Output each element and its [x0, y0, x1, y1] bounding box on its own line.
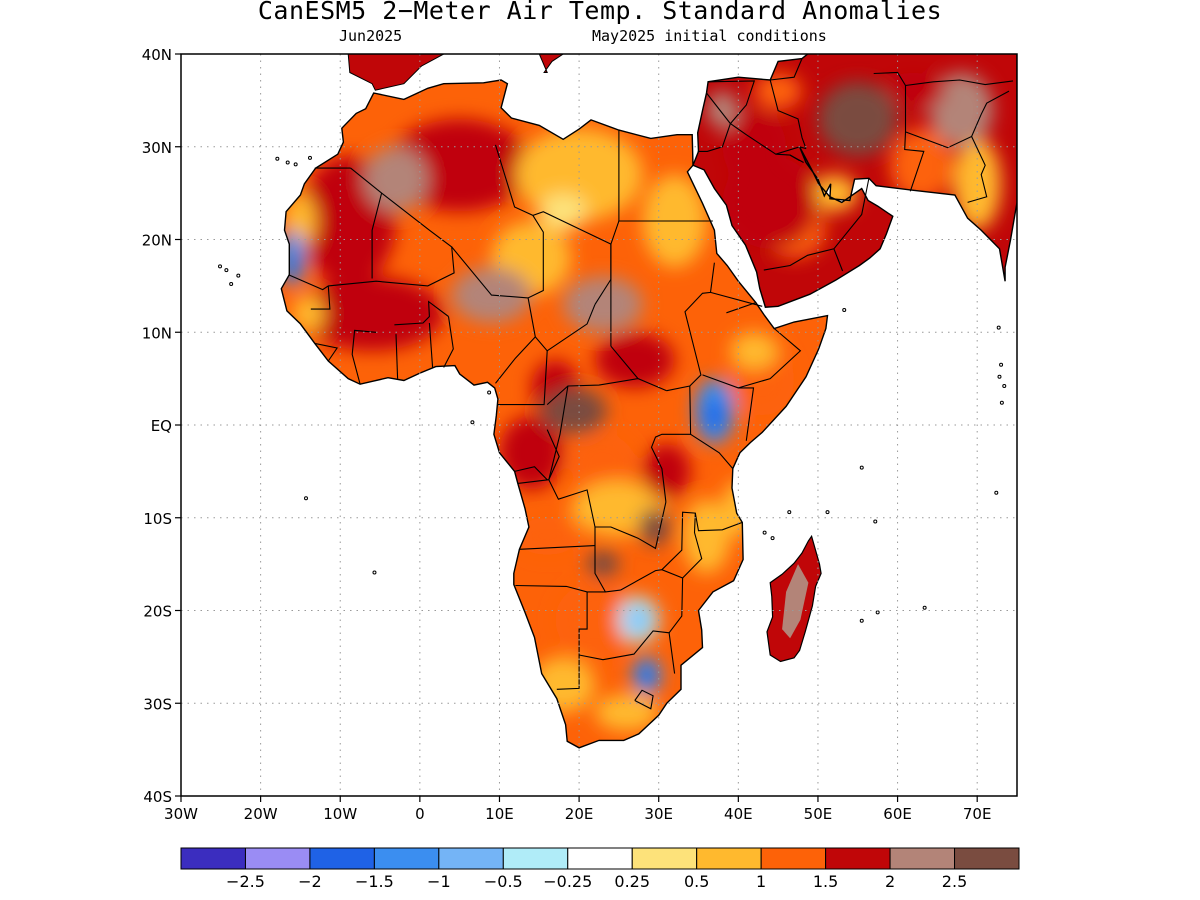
country-borders	[288, 58, 1014, 710]
colorbar-label: 2	[885, 872, 895, 891]
colorbar-swatch	[889, 847, 956, 870]
lon-tick-label: 30E	[644, 805, 673, 823]
anomaly-arabia-red	[722, 156, 818, 249]
colorbar-label: 1	[756, 872, 766, 891]
colorbar-swatch	[438, 847, 504, 870]
colorbar-label: 1.5	[813, 872, 838, 891]
colorbar-swatch	[309, 847, 375, 870]
initial-conditions: May2025 initial conditions	[592, 27, 827, 45]
lon-tick-label: 0	[415, 805, 425, 823]
lat-tick-label: EQ	[151, 417, 172, 435]
africa-coastline	[280, 79, 829, 749]
colorbar-label: −2.5	[226, 872, 265, 891]
lat-lon-grid	[181, 54, 1017, 796]
lon-tick-label: 60E	[883, 805, 912, 823]
lat-tick-label: 20N	[142, 232, 172, 250]
lat-tick-label: 30S	[143, 695, 172, 713]
colorbar-swatch	[567, 847, 633, 870]
colorbar-label: 0.5	[684, 872, 709, 891]
anomaly-zambia-darkbrown	[587, 550, 619, 579]
lon-tick-label: 10W	[323, 805, 357, 823]
lon-tick-label: 30W	[164, 805, 198, 823]
anomaly-chad-brown	[563, 276, 643, 333]
colorbar-swatch	[760, 847, 827, 870]
lon-tick-label: 10E	[485, 805, 514, 823]
colorbar-label: −1	[427, 872, 451, 891]
colorbar-swatch	[244, 847, 311, 870]
colorbar-swatch	[631, 847, 698, 870]
colorbar-swatch	[502, 847, 569, 870]
lat-tick-label: 20S	[143, 603, 172, 621]
anomaly-west-sahara-brown	[364, 146, 428, 212]
forecast-month: Jun2025	[339, 27, 403, 45]
colorbar-swatch	[696, 847, 762, 870]
colorbar-swatch	[180, 847, 246, 870]
arabia-coastline	[692, 54, 1017, 308]
colorbar-swatch	[373, 847, 440, 870]
colorbar-label: −0.5	[484, 872, 523, 891]
lat-tick-label: 30N	[142, 139, 172, 157]
anomaly-iran-darkbrown	[817, 81, 898, 157]
lon-tick-label: 50E	[804, 805, 833, 823]
colorbar	[180, 847, 1020, 870]
map-title: CanESM5 2−Meter Air Temp. Standard Anoma…	[257, 0, 943, 25]
colorbar-label: −0.25	[543, 872, 592, 891]
colorbar-label: −1.5	[355, 872, 394, 891]
lon-tick-label: 20E	[565, 805, 594, 823]
colorbar-swatch	[954, 847, 1020, 870]
colorbar-label: −2	[298, 872, 322, 891]
southern-europe	[347, 54, 565, 91]
colorbar-label: 2.5	[942, 872, 967, 891]
lon-tick-label: 70E	[963, 805, 992, 823]
lat-tick-label: 10S	[143, 510, 172, 528]
lat-tick-label: 40N	[142, 46, 172, 64]
colorbar-swatch	[825, 847, 891, 870]
lat-tick-label: 40S	[143, 788, 172, 806]
lon-tick-label: 40E	[724, 805, 753, 823]
lat-tick-label: 10N	[142, 324, 172, 342]
small-islands	[218, 155, 1007, 623]
anomaly-malawi-darkbrown	[638, 508, 671, 546]
colorbar-label: 0.25	[614, 872, 650, 891]
lon-tick-label: 20W	[244, 805, 278, 823]
anomaly-madagascar-brown	[782, 564, 809, 639]
